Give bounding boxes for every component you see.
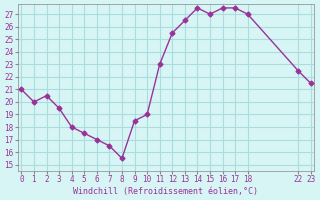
X-axis label: Windchill (Refroidissement éolien,°C): Windchill (Refroidissement éolien,°C) [74,187,259,196]
